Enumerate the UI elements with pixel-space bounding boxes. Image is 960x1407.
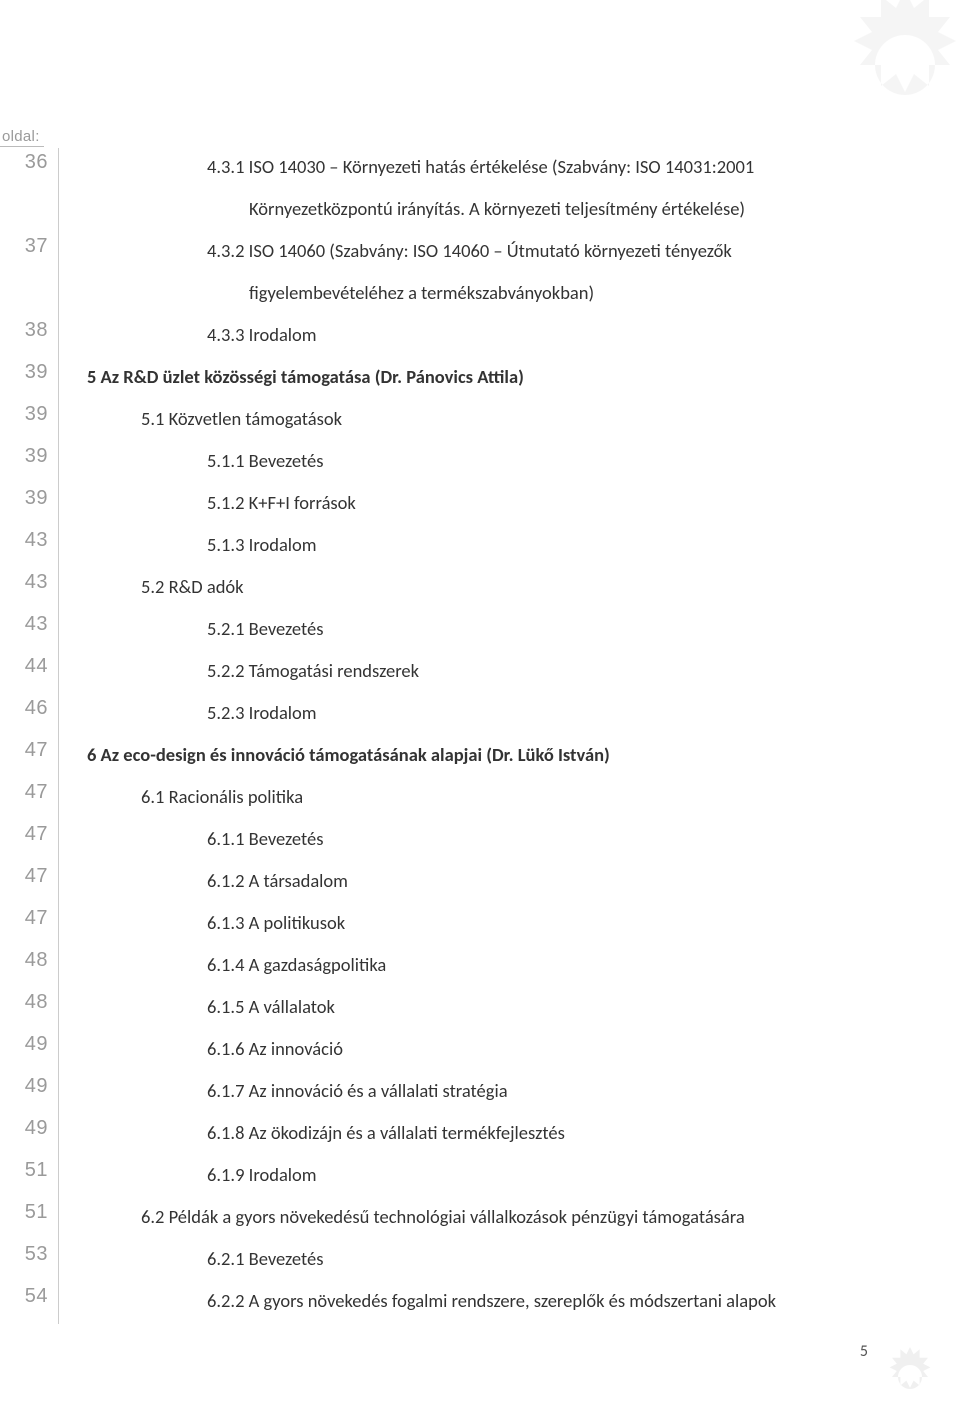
toc-entry-text: 5.1.1 Bevezetés: [59, 442, 920, 476]
toc-entry-text: 6.1.9 Irodalom: [59, 1156, 920, 1190]
toc-row: 395.1.2 K+F+I források: [0, 484, 920, 526]
toc-page-number: 46: [0, 694, 58, 720]
toc-page-number: 47: [0, 778, 58, 804]
toc-page-number: 49: [0, 1072, 58, 1098]
toc-entry-text: 5.2.2 Támogatási rendszerek: [59, 652, 920, 686]
toc-entry-text: 5.1 Közvetlen támogatások: [59, 400, 920, 434]
toc-row: 546.2.2 A gyors növekedés fogalmi rendsz…: [0, 1282, 920, 1324]
toc-entry-text: 5 Az R&D üzlet közösségi támogatása (Dr.…: [59, 358, 920, 392]
toc-row: 435.2.1 Bevezetés: [0, 610, 920, 652]
toc-entry-text: 6.1.2 A társadalom: [59, 862, 920, 896]
toc-entry-text: 6 Az eco-design és innováció támogatásán…: [59, 736, 920, 770]
toc-entry-text: 6.1.6 Az innováció: [59, 1030, 920, 1064]
toc-entry-text: 4.3.2 ISO 14060 (Szabvány: ISO 14060 – Ú…: [59, 232, 920, 266]
toc-row: figyelembevételéhez a termékszabványokba…: [0, 274, 920, 316]
toc-page-number: 39: [0, 442, 58, 468]
toc-row: 536.2.1 Bevezetés: [0, 1240, 920, 1282]
toc-page-number: 53: [0, 1240, 58, 1266]
toc-page-number: 38: [0, 316, 58, 342]
toc-page-number: [0, 190, 58, 193]
toc-row: 364.3.1 ISO 14030 – Környezeti hatás ért…: [0, 148, 920, 190]
toc-page-number: 43: [0, 568, 58, 594]
toc-page-number: 36: [0, 148, 58, 174]
toc-page-number: 37: [0, 232, 58, 258]
toc-row: Környezetközpontú irányítás. A környezet…: [0, 190, 920, 232]
toc-page-number: 51: [0, 1156, 58, 1182]
toc-row: 445.2.2 Támogatási rendszerek: [0, 652, 920, 694]
table-of-contents: 364.3.1 ISO 14030 – Környezeti hatás ért…: [0, 148, 920, 1324]
toc-entry-text: 6.1.5 A vállalatok: [59, 988, 920, 1022]
toc-entry-text: 4.3.3 Irodalom: [59, 316, 920, 350]
toc-entry-text: 5.1.3 Irodalom: [59, 526, 920, 560]
toc-row: 486.1.5 A vállalatok: [0, 988, 920, 1030]
toc-entry-text: Környezetközpontú irányítás. A környezet…: [59, 190, 920, 224]
toc-row: 476.1.2 A társadalom: [0, 862, 920, 904]
toc-entry-text: 6.2.2 A gyors növekedés fogalmi rendszer…: [59, 1282, 920, 1316]
toc-row: 435.1.3 Irodalom: [0, 526, 920, 568]
toc-page-number: 39: [0, 400, 58, 426]
toc-row: 384.3.3 Irodalom: [0, 316, 920, 358]
toc-row: 496.1.6 Az innováció: [0, 1030, 920, 1072]
toc-row: 395.1.1 Bevezetés: [0, 442, 920, 484]
toc-entry-text: 5.2.3 Irodalom: [59, 694, 920, 728]
toc-entry-text: figyelembevételéhez a termékszabványokba…: [59, 274, 920, 308]
toc-page-number: 49: [0, 1114, 58, 1140]
toc-page-number: 47: [0, 736, 58, 762]
toc-page-number: 43: [0, 526, 58, 552]
toc-entry-text: 6.1.4 A gazdaságpolitika: [59, 946, 920, 980]
toc-entry-text: 6.1.8 Az ökodizájn és a vállalati termék…: [59, 1114, 920, 1148]
toc-row: 395 Az R&D üzlet közösségi támogatása (D…: [0, 358, 920, 400]
toc-entry-text: 6.1 Racionális politika: [59, 778, 920, 812]
toc-row: 476.1 Racionális politika: [0, 778, 920, 820]
toc-row: 476.1.1 Bevezetés: [0, 820, 920, 862]
toc-page-number: 44: [0, 652, 58, 678]
toc-row: 516.1.9 Irodalom: [0, 1156, 920, 1198]
toc-page-number: 39: [0, 358, 58, 384]
gear-watermark-top: [830, 0, 960, 140]
page-number: 5: [860, 1342, 868, 1361]
toc-entry-text: 6.2 Példák a gyors növekedésű technológi…: [59, 1198, 920, 1232]
toc-row: 476.1.3 A politikusok: [0, 904, 920, 946]
toc-row: 395.1 Közvetlen támogatások: [0, 400, 920, 442]
toc-row: 374.3.2 ISO 14060 (Szabvány: ISO 14060 –…: [0, 232, 920, 274]
toc-page-number: 51: [0, 1198, 58, 1224]
toc-row: 496.1.8 Az ökodizájn és a vállalati term…: [0, 1114, 920, 1156]
toc-page-number: 48: [0, 988, 58, 1014]
toc-page-number: 39: [0, 484, 58, 510]
toc-entry-text: 6.1.3 A politikusok: [59, 904, 920, 938]
toc-row: 465.2.3 Irodalom: [0, 694, 920, 736]
page-column-header: oldal:: [0, 128, 44, 147]
toc-page-number: 43: [0, 610, 58, 636]
toc-entry-text: 4.3.1 ISO 14030 – Környezeti hatás érték…: [59, 148, 920, 182]
toc-row: 516.2 Példák a gyors növekedésű technoló…: [0, 1198, 920, 1240]
toc-row: 486.1.4 A gazdaságpolitika: [0, 946, 920, 988]
toc-page-number: 49: [0, 1030, 58, 1056]
toc-page-number: 47: [0, 862, 58, 888]
toc-row: 496.1.7 Az innováció és a vállalati stra…: [0, 1072, 920, 1114]
toc-entry-text: 6.2.1 Bevezetés: [59, 1240, 920, 1274]
toc-entry-text: 5.1.2 K+F+I források: [59, 484, 920, 518]
toc-row: 435.2 R&D adók: [0, 568, 920, 610]
document-page: oldal: 364.3.1 ISO 14030 – Környezeti ha…: [0, 0, 960, 1407]
toc-entry-text: 5.2 R&D adók: [59, 568, 920, 602]
toc-page-number: 47: [0, 820, 58, 846]
toc-entry-text: 6.1.1 Bevezetés: [59, 820, 920, 854]
toc-page-number: 47: [0, 904, 58, 930]
toc-page-number: 48: [0, 946, 58, 972]
toc-entry-text: 5.2.1 Bevezetés: [59, 610, 920, 644]
toc-page-number: 54: [0, 1282, 58, 1308]
toc-row: 476 Az eco-design és innováció támogatás…: [0, 736, 920, 778]
toc-entry-text: 6.1.7 Az innováció és a vállalati straté…: [59, 1072, 920, 1106]
toc-page-number: [0, 274, 58, 277]
gear-watermark-bottom: [880, 1347, 940, 1407]
